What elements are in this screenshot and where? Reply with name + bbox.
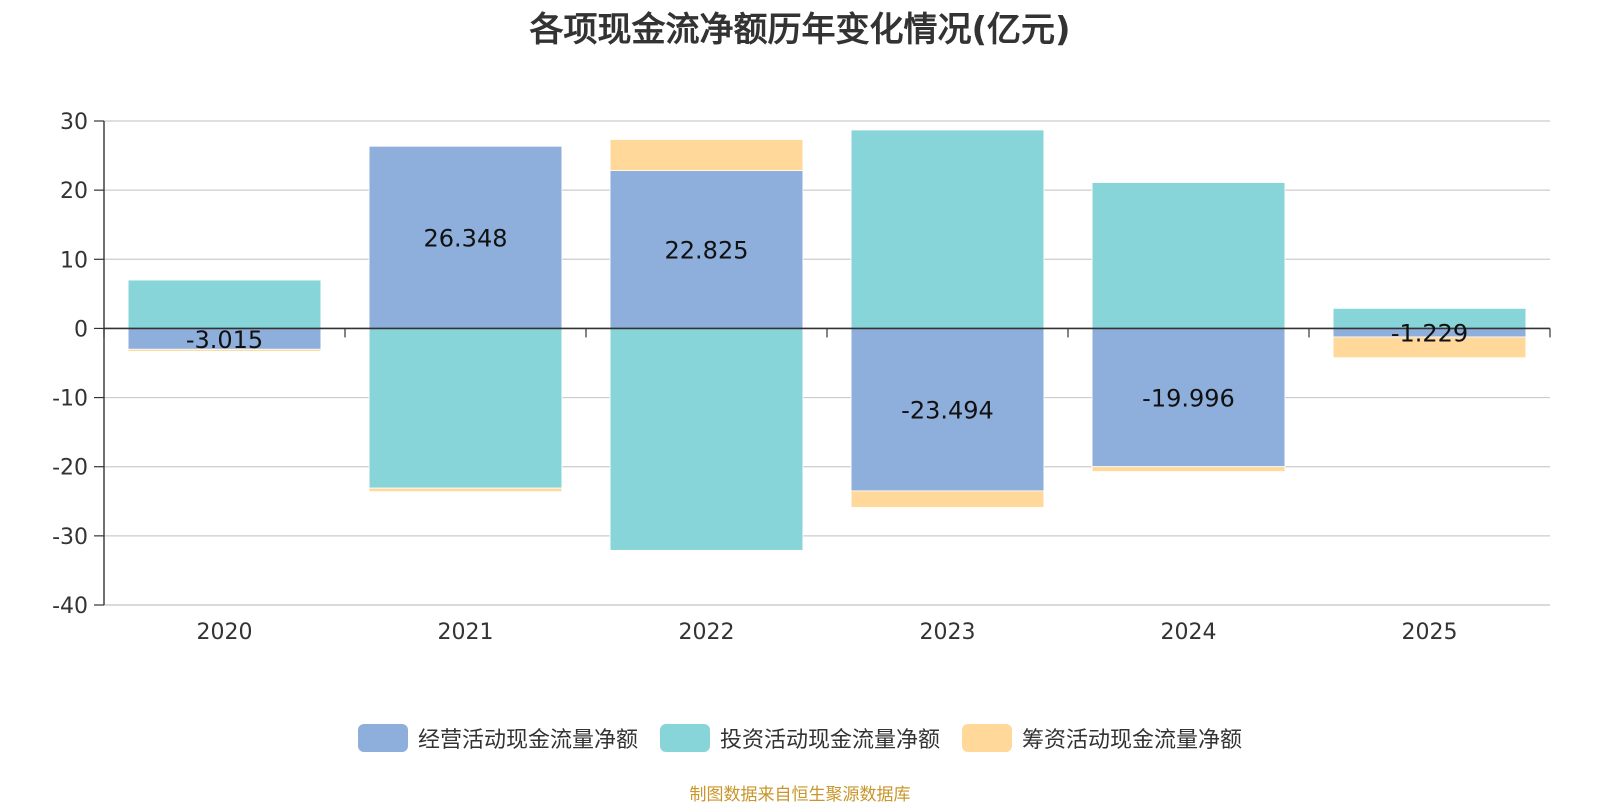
legend-item-investing[interactable]: 投资活动现金流量净额 bbox=[659, 722, 940, 754]
axes: 30 20 10 0 -10 -20 -30 -40 2020 2021 2022 2023 2024 2… bbox=[52, 110, 1551, 645]
chart-title: 各项现金流净额历年变化情况(亿元) bbox=[529, 10, 1071, 50]
x-tick-label-2024: 2024 bbox=[1161, 620, 1217, 645]
legend-label-investing: 投资活动现金流量净额 bbox=[719, 728, 940, 753]
bars bbox=[127, 129, 1527, 551]
legend-swatch-investing bbox=[659, 724, 710, 752]
y-tick-label: -10 bbox=[52, 387, 88, 412]
data-label-2025: -1.229 bbox=[1391, 320, 1468, 348]
bar-series2-2021 bbox=[368, 487, 563, 493]
y-tick-label: -20 bbox=[52, 456, 88, 481]
y-tick-label: 20 bbox=[60, 179, 88, 204]
y-tick-label: -40 bbox=[52, 594, 88, 619]
bar-series0-2024 bbox=[1091, 328, 1286, 468]
bar-series1-2020 bbox=[127, 279, 322, 329]
source-note: 制图数据来自恒生聚源数据库 bbox=[689, 785, 911, 805]
bar-series2-2022 bbox=[609, 139, 804, 172]
x-tick-label-2025: 2025 bbox=[1402, 620, 1458, 645]
legend-item-operating[interactable]: 经营活动现金流量净额 bbox=[357, 722, 638, 754]
data-label-2024: -19.996 bbox=[1142, 385, 1235, 413]
bar-series2-2023 bbox=[850, 490, 1045, 508]
y-tick-label: 10 bbox=[60, 248, 88, 273]
legend-label-financing: 筹资活动现金流量净额 bbox=[1022, 728, 1243, 753]
legend-label-operating: 经营活动现金流量净额 bbox=[417, 728, 638, 753]
chart-plot: 30 20 10 0 -10 -20 -30 -40 2020 2021 2022 2023 2024 2… bbox=[52, 110, 1551, 645]
bar-series0-2023 bbox=[850, 328, 1045, 492]
y-tick-label: -30 bbox=[52, 525, 88, 550]
bar-series1-2021 bbox=[368, 328, 563, 489]
data-labels: -3.015 26.348 22.825 -23.494 -19.996 -1.229 bbox=[186, 224, 1468, 424]
data-label-2023: -23.494 bbox=[901, 397, 994, 425]
legend: 经营活动现金流量净额 投资活动现金流量净额 筹资活动现金流量净额 bbox=[0, 722, 1600, 754]
x-tick-label-2020: 2020 bbox=[197, 620, 253, 645]
data-label-2022: 22.825 bbox=[665, 237, 749, 265]
bar-series2-2024 bbox=[1091, 466, 1286, 472]
bar-series0-2021 bbox=[368, 145, 563, 329]
legend-swatch-financing bbox=[962, 724, 1012, 752]
x-tick-label-2022: 2022 bbox=[679, 620, 735, 645]
y-tick-label: 30 bbox=[60, 110, 88, 135]
y-tick-label: 0 bbox=[74, 317, 88, 342]
data-label-2020: -3.015 bbox=[186, 326, 263, 354]
legend-item-financing[interactable]: 筹资活动现金流量净额 bbox=[962, 722, 1242, 754]
bar-series2-2020 bbox=[127, 348, 322, 352]
bar-series1-2022 bbox=[609, 328, 804, 551]
legend-swatch-operating bbox=[357, 724, 408, 752]
x-tick-label-2023: 2023 bbox=[920, 620, 976, 645]
bar-series1-2023 bbox=[850, 129, 1045, 329]
grid-lines bbox=[104, 120, 1550, 606]
bar-series2-2025 bbox=[1332, 336, 1527, 359]
x-tick-label-2021: 2021 bbox=[438, 620, 494, 645]
bar-series1-2024 bbox=[1091, 182, 1286, 329]
data-label-2021: 26.348 bbox=[424, 224, 508, 252]
